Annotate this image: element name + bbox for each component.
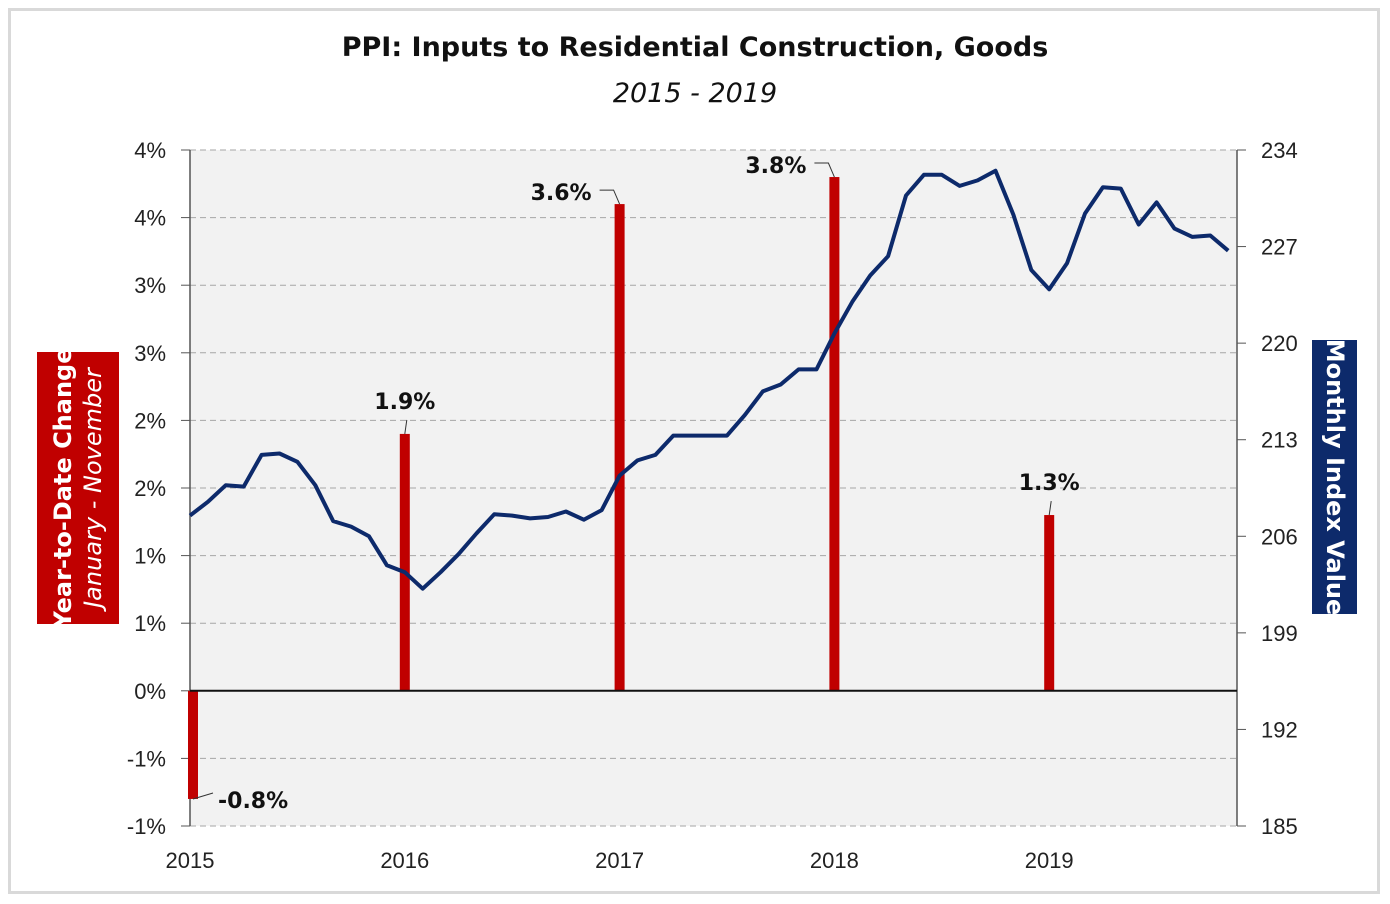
left-tick-label: -1% xyxy=(127,814,166,839)
left-tick-label: 3% xyxy=(134,341,166,366)
right-tick-label: 199 xyxy=(1261,621,1298,646)
x-tick-label: 2018 xyxy=(810,848,859,873)
leader-line xyxy=(599,189,621,205)
left-tick-label: 2% xyxy=(134,476,166,501)
left-tick-label: 3% xyxy=(134,273,166,298)
bar-label-2016: 1.9% xyxy=(374,390,435,415)
left-tick-label: 0% xyxy=(134,679,166,704)
right-axis-label-box: Monthly Index Value xyxy=(1312,338,1357,616)
left-tick-label: 1% xyxy=(134,544,166,569)
bar-label-2015: -0.8% xyxy=(218,789,288,814)
right-tick-label: 185 xyxy=(1261,814,1298,839)
chart-subtitle: 2015 - 2019 xyxy=(612,78,778,109)
x-tick-label: 2016 xyxy=(380,848,429,873)
bar-2016 xyxy=(399,433,410,691)
bar-label-2018: 3.8% xyxy=(745,154,806,179)
left-tick-label: 4% xyxy=(134,138,166,163)
bar-label-2017: 3.6% xyxy=(531,181,592,206)
x-tick-label: 2015 xyxy=(166,848,215,873)
bar-2018 xyxy=(829,177,840,691)
left-tick-label: 2% xyxy=(134,408,166,433)
bar-2015 xyxy=(188,690,198,799)
left-axis-title: Year-to-Date Change xyxy=(49,347,77,629)
bar-2017 xyxy=(614,204,625,691)
bar-2019 xyxy=(1044,515,1055,691)
right-tick-label: 234 xyxy=(1261,138,1298,163)
leader-line xyxy=(192,792,214,800)
right-tick-label: 213 xyxy=(1261,428,1298,453)
right-tick-label: 192 xyxy=(1261,717,1298,742)
leader-line xyxy=(1048,500,1052,516)
left-axis-label-box: Year-to-Date Change January - November xyxy=(37,347,119,629)
right-tick-label: 227 xyxy=(1261,235,1298,260)
left-tick-label: 4% xyxy=(134,206,166,231)
leader-line xyxy=(404,419,408,434)
chart-title: PPI: Inputs to Residential Construction,… xyxy=(341,32,1049,63)
left-tick-label: 1% xyxy=(134,611,166,636)
bar-label-2019: 1.3% xyxy=(1019,471,1080,496)
x-tick-label: 2017 xyxy=(595,848,644,873)
x-tick-label: 2019 xyxy=(1025,848,1074,873)
left-axis-subtitle: January - November xyxy=(79,368,107,608)
right-tick-label: 220 xyxy=(1261,331,1298,356)
leader-line xyxy=(814,162,835,178)
left-tick-label: -1% xyxy=(127,746,166,771)
right-axis-title: Monthly Index Value xyxy=(1320,338,1349,616)
right-tick-label: 206 xyxy=(1261,524,1298,549)
